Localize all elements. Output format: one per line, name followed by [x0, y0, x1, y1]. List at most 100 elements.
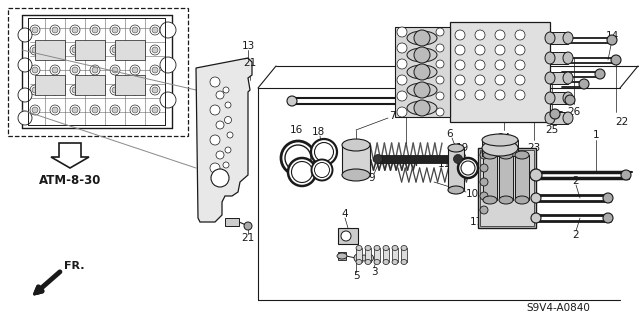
Circle shape: [92, 47, 98, 53]
Circle shape: [150, 45, 160, 55]
Circle shape: [223, 162, 229, 168]
Circle shape: [550, 109, 560, 119]
Circle shape: [152, 47, 158, 53]
Ellipse shape: [365, 245, 371, 251]
Ellipse shape: [545, 112, 555, 124]
Ellipse shape: [545, 52, 555, 64]
Ellipse shape: [448, 186, 464, 194]
Ellipse shape: [454, 155, 463, 164]
Circle shape: [475, 30, 485, 40]
Circle shape: [90, 65, 100, 75]
Bar: [450, 22, 550, 122]
Circle shape: [152, 27, 158, 33]
Circle shape: [112, 107, 118, 113]
Circle shape: [50, 45, 60, 55]
Text: 13: 13: [241, 41, 255, 51]
Ellipse shape: [383, 260, 389, 265]
Circle shape: [595, 69, 605, 79]
Text: S9V4-A0840: S9V4-A0840: [526, 303, 590, 313]
Circle shape: [397, 59, 407, 69]
Text: 15: 15: [316, 157, 328, 167]
Circle shape: [495, 30, 505, 40]
Circle shape: [436, 28, 444, 36]
Ellipse shape: [407, 31, 437, 45]
Ellipse shape: [314, 163, 330, 178]
Text: 12: 12: [433, 77, 447, 87]
Circle shape: [30, 25, 40, 35]
Bar: [482, 140, 518, 156]
Text: 19: 19: [456, 143, 468, 153]
Ellipse shape: [285, 145, 311, 171]
Ellipse shape: [515, 151, 529, 159]
Circle shape: [30, 65, 40, 75]
Circle shape: [603, 213, 613, 223]
Ellipse shape: [515, 196, 529, 204]
Ellipse shape: [545, 92, 555, 104]
Circle shape: [92, 27, 98, 33]
Bar: [395, 27, 450, 117]
Circle shape: [110, 25, 120, 35]
Circle shape: [367, 254, 374, 261]
Circle shape: [18, 111, 32, 125]
Circle shape: [72, 47, 78, 53]
Circle shape: [110, 45, 120, 55]
Bar: [374, 248, 380, 262]
Circle shape: [150, 105, 160, 115]
Ellipse shape: [281, 141, 315, 175]
Text: 24: 24: [497, 133, 511, 143]
Circle shape: [30, 105, 40, 115]
Bar: [75, 40, 105, 60]
Ellipse shape: [374, 245, 380, 251]
Circle shape: [216, 91, 224, 99]
Text: 26: 26: [568, 107, 580, 117]
Circle shape: [112, 87, 118, 93]
Ellipse shape: [482, 134, 518, 146]
Text: 16: 16: [289, 125, 303, 135]
Text: 18: 18: [312, 127, 324, 137]
Polygon shape: [51, 143, 89, 168]
Text: 1: 1: [593, 130, 599, 140]
Circle shape: [495, 45, 505, 55]
Circle shape: [110, 105, 120, 115]
Ellipse shape: [563, 32, 573, 44]
Ellipse shape: [563, 52, 573, 64]
Circle shape: [130, 25, 140, 35]
Ellipse shape: [530, 169, 542, 181]
Ellipse shape: [483, 151, 497, 159]
Text: 6: 6: [447, 129, 453, 139]
Circle shape: [216, 151, 224, 159]
Circle shape: [225, 102, 231, 108]
Circle shape: [112, 27, 118, 33]
Text: FR.: FR.: [64, 261, 84, 271]
Circle shape: [32, 67, 38, 73]
Ellipse shape: [531, 213, 541, 223]
Circle shape: [132, 107, 138, 113]
Bar: [550, 32, 568, 44]
Ellipse shape: [499, 196, 513, 204]
Circle shape: [225, 147, 231, 153]
Circle shape: [436, 92, 444, 100]
Circle shape: [397, 75, 407, 85]
Circle shape: [18, 88, 32, 102]
Ellipse shape: [291, 162, 312, 182]
Bar: [550, 52, 568, 64]
Circle shape: [611, 55, 621, 65]
Circle shape: [565, 95, 575, 105]
Circle shape: [112, 47, 118, 53]
Circle shape: [52, 87, 58, 93]
Circle shape: [495, 60, 505, 70]
Circle shape: [455, 90, 465, 100]
Circle shape: [436, 44, 444, 52]
Circle shape: [436, 60, 444, 68]
Circle shape: [92, 67, 98, 73]
Circle shape: [150, 65, 160, 75]
Circle shape: [621, 170, 631, 180]
Circle shape: [414, 30, 430, 46]
Circle shape: [414, 82, 430, 98]
Ellipse shape: [563, 72, 573, 84]
Circle shape: [397, 107, 407, 117]
Circle shape: [475, 45, 485, 55]
Bar: [342, 145, 370, 175]
Circle shape: [160, 22, 176, 38]
Ellipse shape: [356, 260, 362, 265]
